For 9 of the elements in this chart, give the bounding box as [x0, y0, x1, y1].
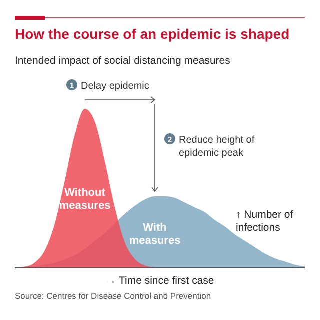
- series-label: Without measures: [59, 187, 111, 212]
- y-axis-title: ↑ Number of infections: [236, 209, 294, 234]
- source-note: Source: Centres for Disease Control and Prevention: [15, 291, 212, 301]
- x-axis-title: → Time since first case: [106, 275, 214, 287]
- chart-subtitle: Intended impact of social distancing measures: [15, 55, 230, 67]
- annotation: 2 Reduce height of epidemic peak: [168, 135, 255, 159]
- chart-title: How the course of an epidemic is shaped: [15, 26, 290, 42]
- text: 1 Delay epidemic: [70, 81, 150, 92]
- series-label: With measures: [129, 222, 181, 247]
